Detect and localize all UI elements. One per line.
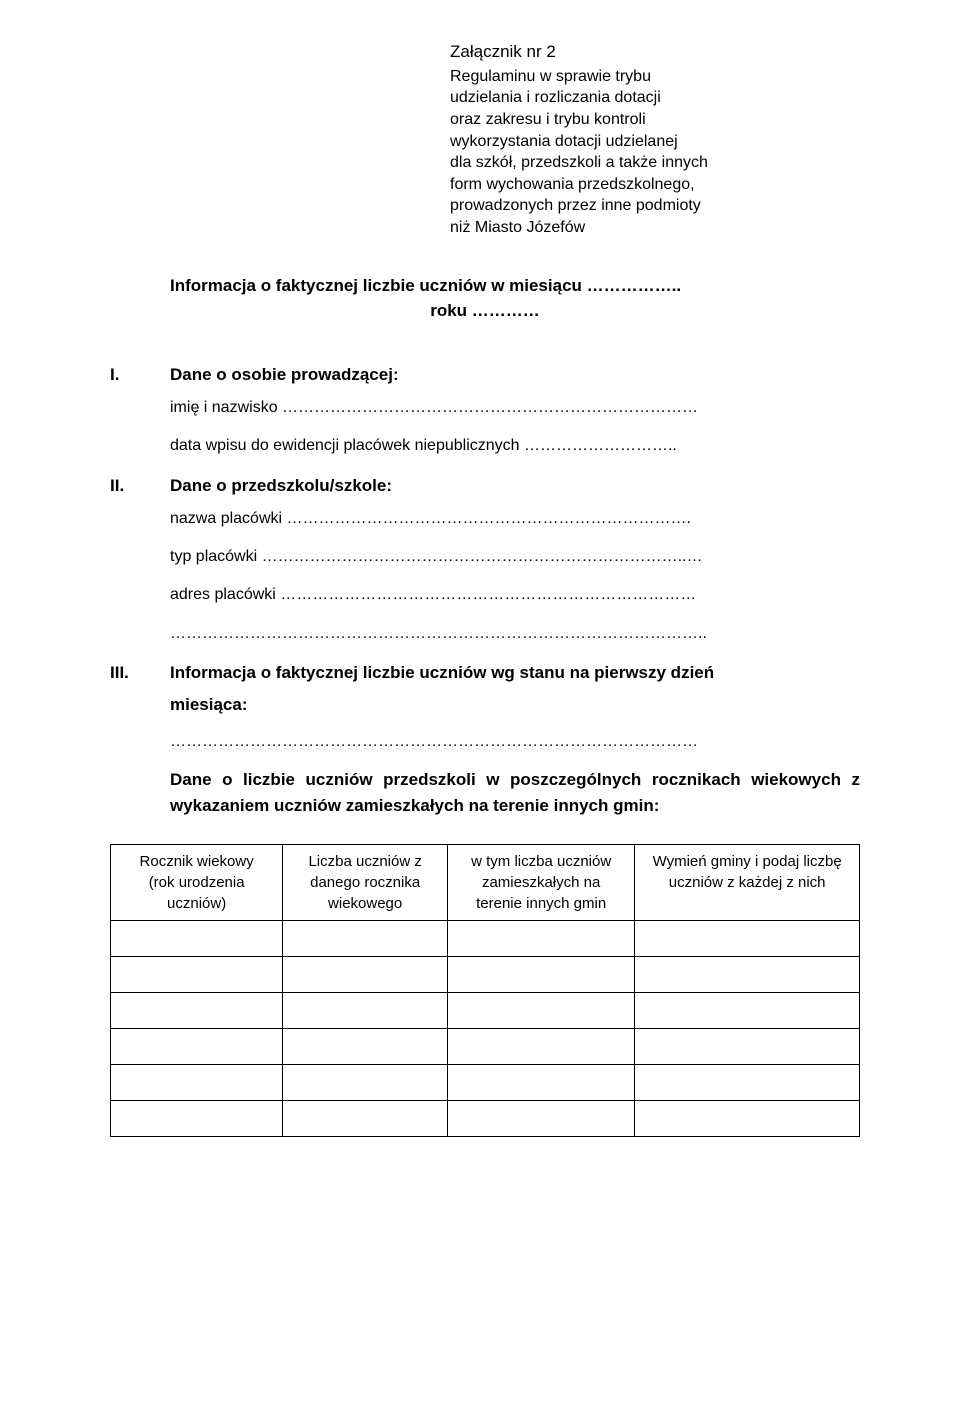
field-facility-type: typ placówki …………………………………………………………………….… bbox=[170, 546, 860, 568]
section-1-title: Dane o osobie prowadzącej: bbox=[170, 363, 860, 387]
section-1-body: imię i nazwisko ………………………………………………………………… bbox=[170, 397, 860, 458]
table-cell bbox=[283, 992, 448, 1028]
attachment-subtitle: Regulaminu w sprawie trybu udzielania i … bbox=[450, 66, 860, 239]
col-rocznik: Rocznik wiekowy (rok urodzenia uczniów) bbox=[111, 844, 283, 920]
field-name-surname: imię i nazwisko ………………………………………………………………… bbox=[170, 397, 860, 419]
info-heading: Informacja o faktycznej liczbie uczniów … bbox=[170, 274, 860, 298]
table-cell bbox=[635, 1028, 860, 1064]
col-liczba: Liczba uczniów z danego rocznika wiekowe… bbox=[283, 844, 448, 920]
table-row bbox=[111, 1028, 860, 1064]
table-cell bbox=[635, 1100, 860, 1136]
section-1: I. Dane o osobie prowadzącej: bbox=[110, 363, 860, 387]
section-2-body: nazwa placówki …………………………………………………………………… bbox=[170, 508, 860, 646]
attachment-header: Załącznik nr 2 Regulaminu w sprawie tryb… bbox=[450, 40, 860, 239]
table-cell bbox=[111, 956, 283, 992]
table-cell bbox=[448, 1064, 635, 1100]
table-row bbox=[111, 920, 860, 956]
table-row bbox=[111, 956, 860, 992]
table-cell bbox=[448, 920, 635, 956]
field-registry-date: data wpisu do ewidencji placówek niepubl… bbox=[170, 435, 860, 457]
field-facility-address: adres placówki …………………………………………………………………… bbox=[170, 584, 860, 606]
section-3-paragraph: Dane o liczbie uczniów przedszkoli w pos… bbox=[170, 767, 860, 820]
table-cell bbox=[283, 956, 448, 992]
students-table: Rocznik wiekowy (rok urodzenia uczniów) … bbox=[110, 844, 860, 1137]
table-cell bbox=[111, 1100, 283, 1136]
table-cell bbox=[448, 1028, 635, 1064]
info-year-line: roku ………… bbox=[110, 299, 860, 323]
section-3-title-line2: miesiąca: bbox=[170, 693, 860, 717]
table-cell bbox=[448, 992, 635, 1028]
table-cell bbox=[635, 1064, 860, 1100]
section-2-title: Dane o przedszkolu/szkole: bbox=[170, 474, 860, 498]
table-cell bbox=[111, 1028, 283, 1064]
table-row bbox=[111, 1100, 860, 1136]
field-facility-address-cont: ……………………………………………………………………………………….. bbox=[170, 623, 860, 645]
table-cell bbox=[111, 920, 283, 956]
section-3: III. Informacja o faktycznej liczbie ucz… bbox=[110, 661, 860, 820]
table-cell bbox=[283, 1064, 448, 1100]
table-cell bbox=[448, 1100, 635, 1136]
attachment-number: Załącznik nr 2 bbox=[450, 40, 860, 64]
table-cell bbox=[635, 920, 860, 956]
table-cell bbox=[111, 992, 283, 1028]
table-cell bbox=[283, 1100, 448, 1136]
table-cell bbox=[283, 920, 448, 956]
table-header-row: Rocznik wiekowy (rok urodzenia uczniów) … bbox=[111, 844, 860, 920]
table-cell bbox=[635, 956, 860, 992]
table-cell bbox=[283, 1028, 448, 1064]
table-cell bbox=[635, 992, 860, 1028]
roman-numeral-1: I. bbox=[110, 363, 170, 387]
section-2: II. Dane o przedszkolu/szkole: bbox=[110, 474, 860, 498]
table-row bbox=[111, 992, 860, 1028]
col-gminy: Wymień gminy i podaj liczbę uczniów z ka… bbox=[635, 844, 860, 920]
section-3-title-line1: Informacja o faktycznej liczbie uczniów … bbox=[170, 661, 860, 685]
table-cell bbox=[448, 956, 635, 992]
section-3-dotted: ……………………………………………………………………………………… bbox=[170, 731, 860, 753]
roman-numeral-2: II. bbox=[110, 474, 170, 498]
table-row bbox=[111, 1064, 860, 1100]
col-wtym: w tym liczba uczniów zamieszkałych na te… bbox=[448, 844, 635, 920]
roman-numeral-3: III. bbox=[110, 661, 170, 820]
table-cell bbox=[111, 1064, 283, 1100]
table-body bbox=[111, 920, 860, 1136]
field-facility-name: nazwa placówki …………………………………………………………………… bbox=[170, 508, 860, 530]
